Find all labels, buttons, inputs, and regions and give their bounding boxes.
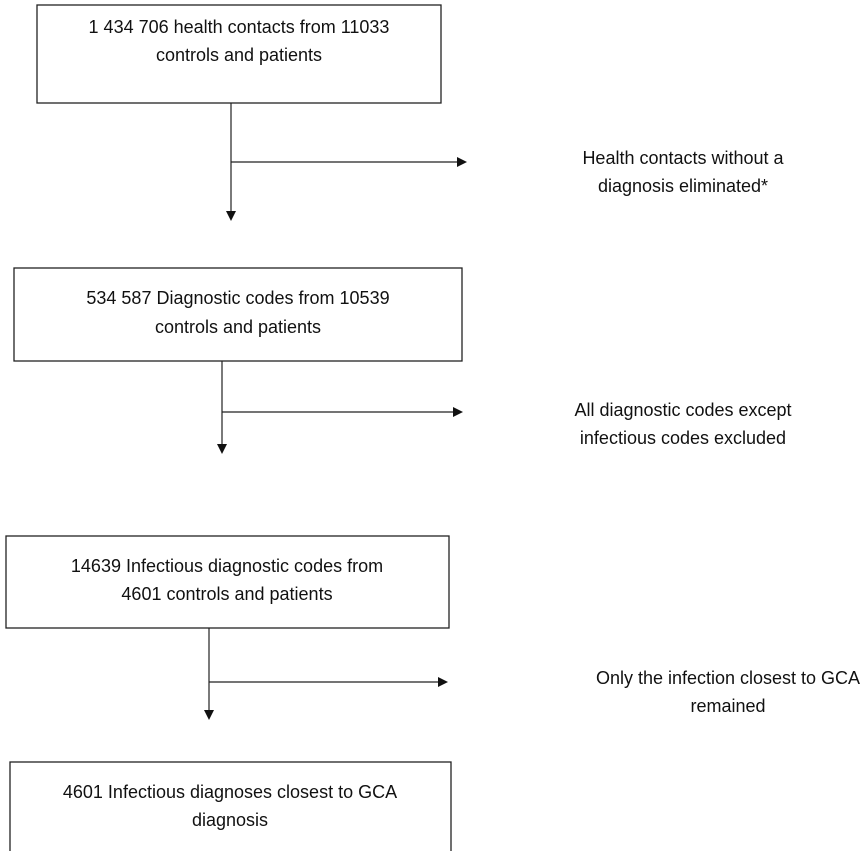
connector [204, 628, 448, 720]
connector [226, 103, 467, 221]
exclusion-text: diagnosis eliminated* [598, 176, 768, 196]
box-text: controls and patients [156, 45, 322, 65]
exclusion-text: remained [690, 696, 765, 716]
box-text: 534 587 Diagnostic codes from 10539 [86, 288, 389, 308]
exclusion-text: Health contacts without a [582, 148, 784, 168]
connector [217, 361, 463, 454]
box-text: 4601 Infectious diagnoses closest to GCA [63, 782, 397, 802]
box [13, 267, 463, 362]
box [36, 4, 442, 104]
exclusion-text: All diagnostic codes except [574, 400, 791, 420]
exclusion-text: infectious codes excluded [580, 428, 786, 448]
exclusion-text: Only the infection closest to GCA [596, 668, 860, 688]
box-text: 14639 Infectious diagnostic codes from [71, 556, 383, 576]
box-text: controls and patients [155, 317, 321, 337]
box [9, 761, 452, 851]
box-text: 4601 controls and patients [121, 584, 332, 604]
box-text: 1 434 706 health contacts from 11033 [89, 17, 390, 37]
box-text: diagnosis [192, 810, 268, 830]
box [5, 535, 450, 629]
